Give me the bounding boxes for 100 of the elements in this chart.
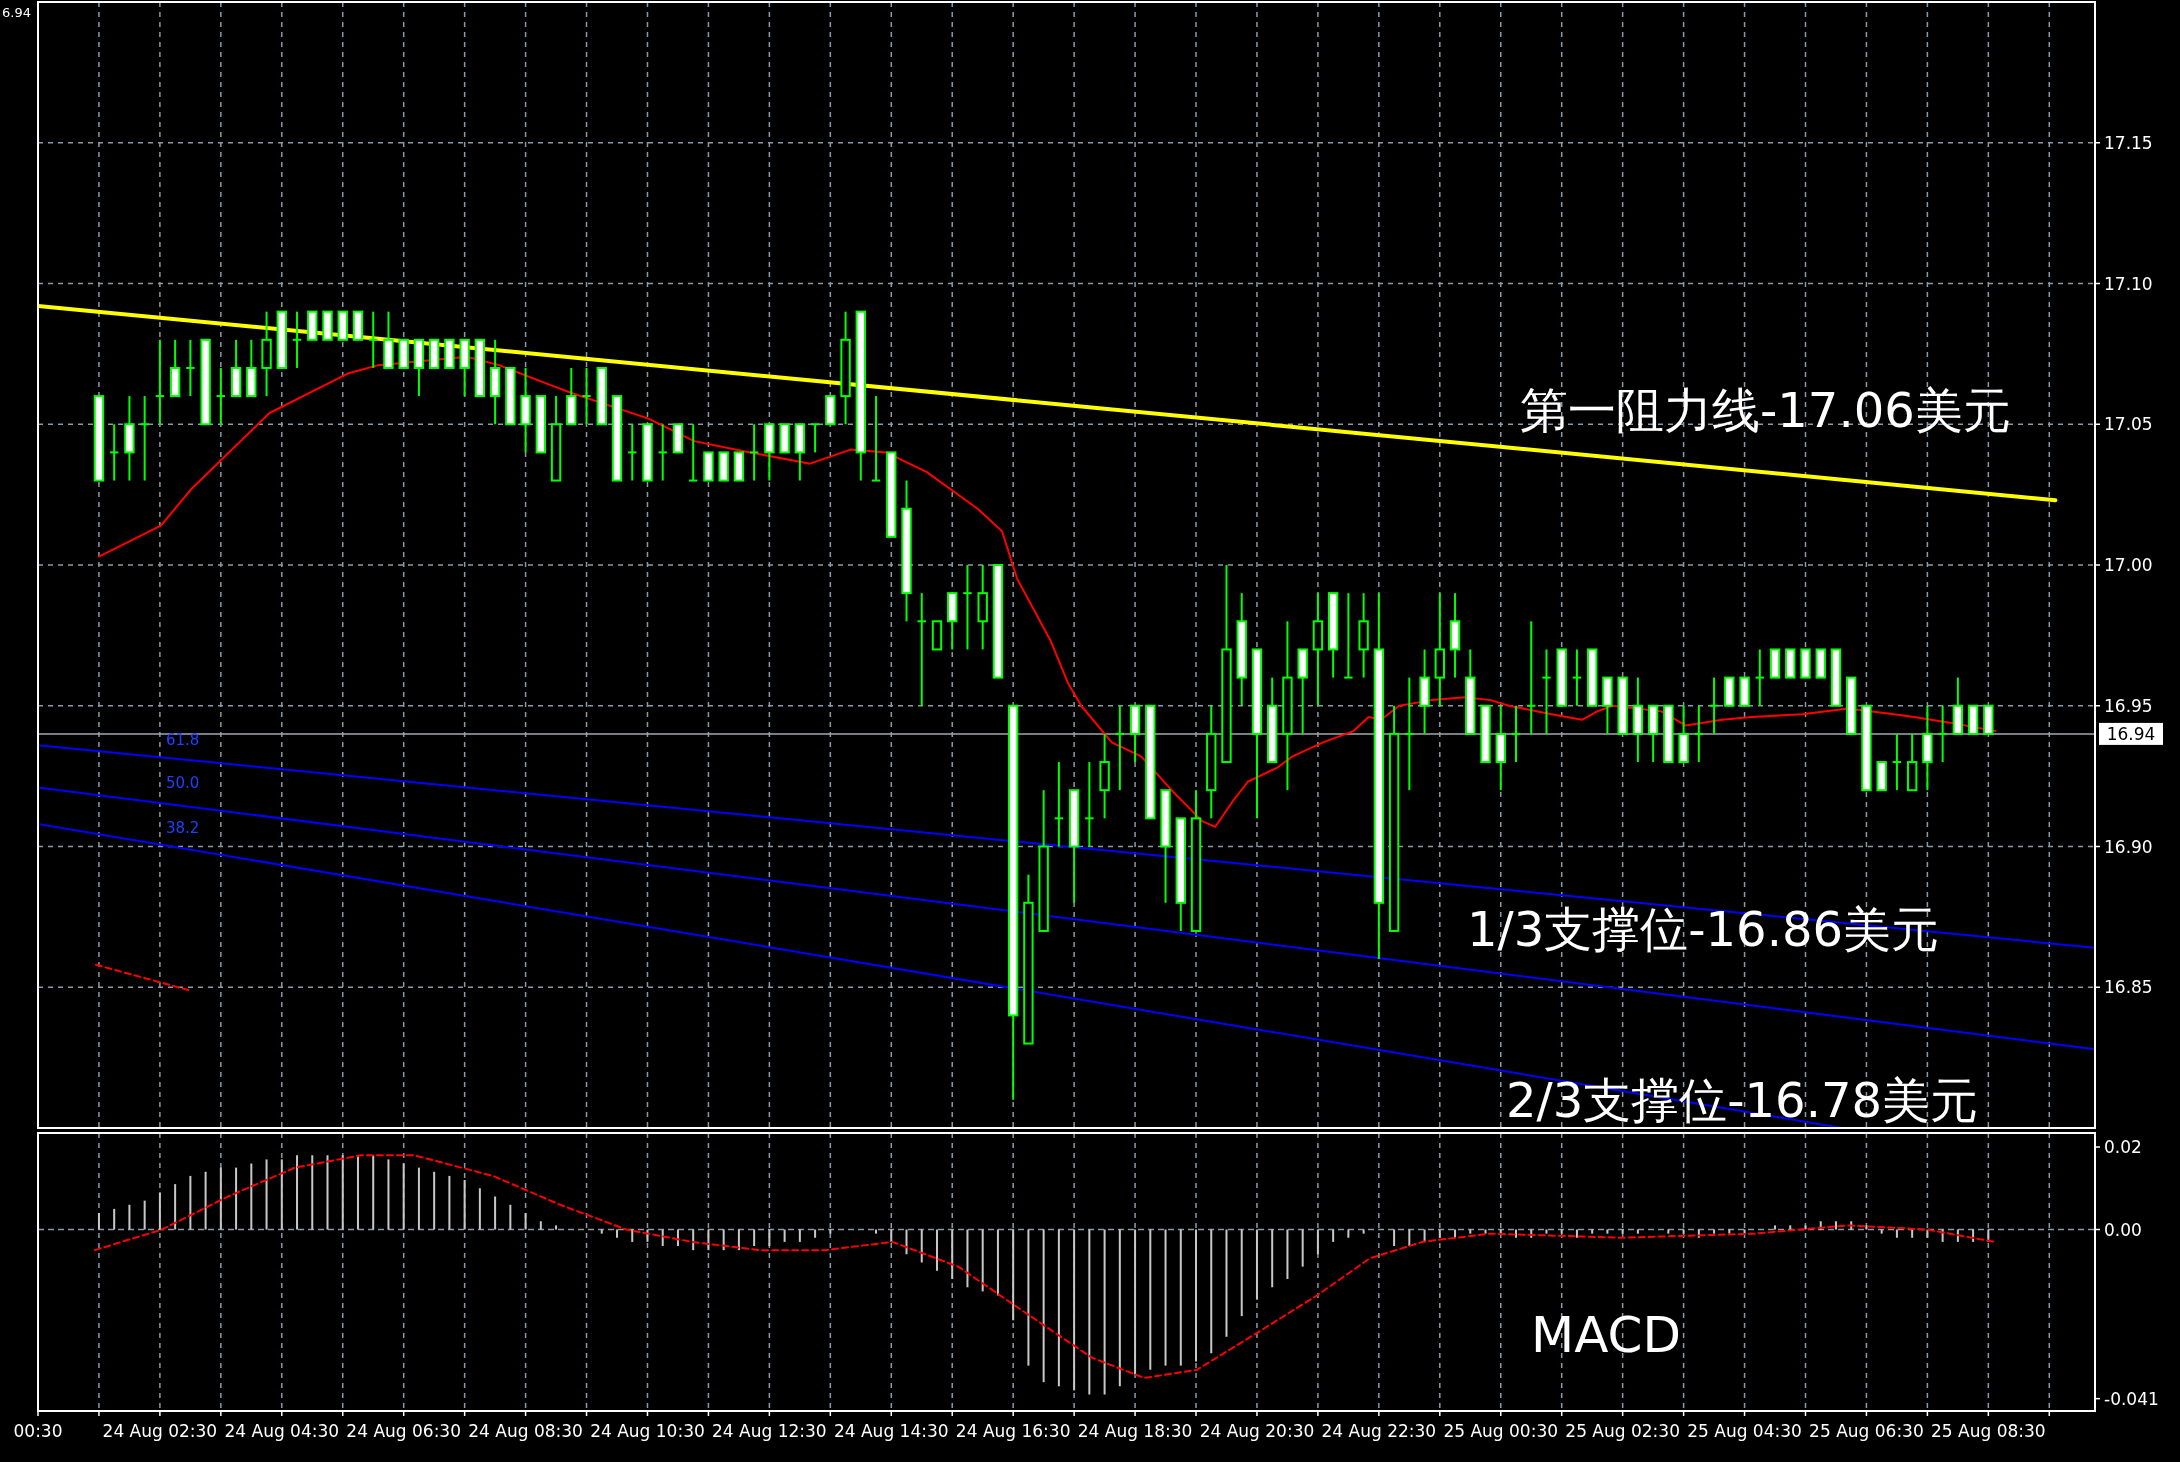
bar (1195, 1229, 1198, 1362)
bar (1271, 1229, 1274, 1288)
bar (996, 1229, 999, 1296)
bar (1057, 1229, 1060, 1387)
bar (1789, 1225, 1792, 1230)
x-tick-label: 24 Aug 04:30 (224, 1421, 340, 1441)
bar (768, 1229, 771, 1247)
bar (1164, 1229, 1167, 1366)
candlestick (368, 310, 379, 369)
bar (235, 1167, 238, 1230)
bar (296, 1155, 299, 1230)
bar (1316, 1229, 1319, 1255)
candlestick (154, 338, 166, 426)
y-tick-label: 17.15 (2104, 132, 2153, 153)
bar (1012, 1229, 1015, 1321)
bar (1408, 1229, 1411, 1247)
x-tick-label: 25 Aug 00:30 (1443, 1421, 1559, 1441)
x-tick-label: 25 Aug 08:30 (1931, 1421, 2046, 1441)
bar (158, 1192, 161, 1230)
x-tick-label: 25 Aug 04:30 (1687, 1421, 1802, 1441)
bar (1713, 1229, 1716, 1234)
bar (1149, 1229, 1152, 1370)
bar (280, 1159, 283, 1230)
bar (1362, 1229, 1365, 1234)
bar (1393, 1229, 1396, 1247)
bar (539, 1221, 542, 1230)
bar (1438, 1229, 1441, 1238)
bar (1804, 1225, 1807, 1230)
bar (753, 1229, 756, 1247)
bar (1895, 1229, 1898, 1238)
candlestick (1754, 648, 1765, 707)
bar (1118, 1229, 1121, 1387)
candlestick (688, 423, 699, 482)
bar (555, 1225, 558, 1230)
bar (905, 1229, 908, 1255)
bar (1682, 1229, 1685, 1234)
bar (326, 1155, 329, 1230)
x-tick-label: 24 Aug 14:30 (833, 1421, 949, 1441)
bar (1210, 1229, 1213, 1354)
bar (1286, 1229, 1289, 1280)
bar (966, 1229, 969, 1288)
bar (1027, 1229, 1030, 1366)
bar (1347, 1229, 1350, 1238)
bar (448, 1175, 451, 1230)
candlestick (657, 423, 668, 482)
candlestick (1404, 676, 1415, 792)
candlestick (748, 423, 760, 482)
bar (1134, 1229, 1137, 1374)
bar (1225, 1229, 1228, 1337)
bar (935, 1229, 938, 1271)
bar (387, 1159, 390, 1230)
y-tick-label: 16.95 (2104, 695, 2153, 716)
bar (478, 1188, 481, 1230)
bar (509, 1204, 512, 1230)
bar (1514, 1229, 1517, 1238)
bar (341, 1155, 344, 1230)
bar (1865, 1225, 1868, 1230)
bar (829, 1229, 832, 1234)
y-tick-label: 17.05 (2104, 414, 2153, 435)
bar (783, 1229, 786, 1242)
candlestick (1541, 648, 1552, 735)
bar (616, 1229, 619, 1238)
candlestick (962, 564, 973, 651)
candlestick (581, 366, 592, 426)
bar (1880, 1229, 1883, 1234)
bar (1073, 1229, 1076, 1391)
x-tick-label: 24 Aug 20:30 (1199, 1421, 1315, 1441)
candlestick (1571, 648, 1583, 707)
bar (494, 1196, 497, 1230)
candlestick (1343, 592, 1354, 679)
annotation: 50.0 (166, 774, 200, 792)
annotation: 61.8 (166, 731, 200, 749)
annotation: 38.2 (166, 819, 200, 837)
bar (113, 1208, 116, 1230)
bar (1255, 1229, 1258, 1300)
bar (1301, 1229, 1304, 1267)
ref-line-label: 16.94 (2106, 723, 2156, 744)
bar (1332, 1229, 1335, 1242)
x-tick-label: 24 Aug 16:30 (955, 1421, 1071, 1441)
candlestick (139, 395, 150, 482)
bar (265, 1159, 268, 1230)
candlestick (1937, 704, 1948, 764)
candlestick (870, 395, 882, 482)
bar (433, 1171, 436, 1230)
x-tick-label: 25 Aug 02:30 (1565, 1421, 1680, 1441)
x-tick-label: 24 Aug 08:30 (468, 1421, 583, 1441)
x-tick-label: 24 Aug 10:30 (590, 1421, 705, 1441)
bar (219, 1167, 222, 1230)
bar (1560, 1229, 1563, 1234)
y-tick-label: 17.00 (2104, 555, 2153, 575)
bar (311, 1155, 314, 1230)
bar (250, 1163, 253, 1230)
x-tick-label: 24 Aug 06:30 (346, 1421, 462, 1441)
bar (402, 1163, 405, 1230)
bar (737, 1229, 740, 1251)
candlestick (291, 310, 303, 369)
candlestick (916, 592, 927, 707)
bar (890, 1229, 893, 1242)
candlestick (1114, 704, 1126, 792)
y-tick-label: 0.02 (2104, 1137, 2142, 1158)
